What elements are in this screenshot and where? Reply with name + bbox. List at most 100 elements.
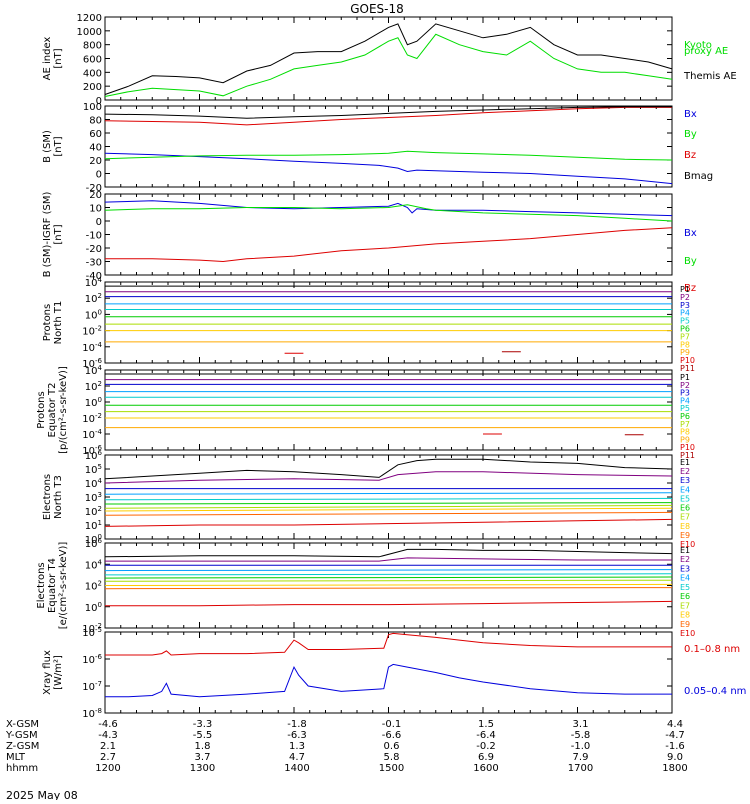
ephemeris-value: 2.1 xyxy=(100,741,116,752)
legend-label: E3 xyxy=(680,564,690,573)
series-line xyxy=(104,204,673,222)
legend-label: E8 xyxy=(680,611,690,620)
date-label: 2025 May 08 xyxy=(6,789,78,800)
legend-label: E6 xyxy=(680,504,690,513)
chart-title: GOES-18 xyxy=(350,2,404,16)
ephemeris-value: 5.8 xyxy=(384,752,400,763)
series-line xyxy=(104,511,673,516)
legend-label: E7 xyxy=(680,513,690,522)
series-line xyxy=(104,587,673,590)
y-tick-label: 104 xyxy=(85,364,103,377)
legend-label: P4 xyxy=(680,309,690,318)
y-tick-label: -20 xyxy=(86,183,102,194)
panel-3: -40 -30 -20 -10 0 10 20 B (SM)-IGRF (SM)[nT] Bx B… xyxy=(42,190,697,294)
ephemeris-value: 1600 xyxy=(473,763,498,774)
series-line xyxy=(104,33,673,97)
ephemeris-value: 6.9 xyxy=(478,752,494,763)
y-axis-label: ProtonsEquator T2[p/(cm²-s-sr-keV)] xyxy=(36,366,69,454)
legend-label: P11 xyxy=(680,364,695,373)
ephemeris-value: -5.8 xyxy=(571,730,591,741)
ephemeris-value: 1.3 xyxy=(289,741,305,752)
y-axis-label: ElectronsEquator T4[e/(cm²-s-sr-keV)] xyxy=(36,542,69,630)
series-line xyxy=(104,471,673,484)
y-tick-label: 105 xyxy=(85,463,102,476)
legend-label: E9 xyxy=(680,620,690,629)
ephemeris-value: 1300 xyxy=(190,763,215,774)
series-line xyxy=(104,573,673,576)
y-tick-label: 100 xyxy=(85,308,102,321)
series-line xyxy=(104,150,673,161)
legend-label: E4 xyxy=(680,485,690,494)
legend-label: E7 xyxy=(680,601,690,610)
ephemeris-value: -6.4 xyxy=(476,730,496,741)
panel-frame xyxy=(104,281,673,364)
y-tick-label: -40 xyxy=(86,271,102,282)
ephemeris-value: 1400 xyxy=(284,763,309,774)
ephemeris-value: -4.7 xyxy=(665,730,685,741)
y-tick-label: 10-2 xyxy=(82,412,102,425)
y-tick-label: 104 xyxy=(85,558,103,571)
panel-8: 10-8 10-7 10-6 10-5 Xray flux[W/m²] 0.1–0.8 n… xyxy=(42,626,746,720)
ephemeris-value: 1700 xyxy=(568,763,593,774)
ephemeris-value: 1.5 xyxy=(478,719,494,730)
legend-label: E2 xyxy=(680,555,690,564)
y-tick-label: 10-8 xyxy=(82,707,102,720)
legend-label: E5 xyxy=(680,494,690,503)
series-line xyxy=(104,492,673,495)
y-tick-label: 10-6 xyxy=(82,444,102,457)
panel-4: 10-6 10-4 10-2 100 102 104 ProtonsNorth T1 P1P2… xyxy=(42,276,695,373)
ephemeris-value: 7.9 xyxy=(573,752,589,763)
ephemeris-table: X-GSM -4.6 -3.3 -1.8 -0.1 1.5 3.1 4.4 Y-GSM -4.3 -… xyxy=(5,719,688,774)
legend-label: P10 xyxy=(680,443,695,452)
series-line xyxy=(104,576,673,579)
legend-label: Themis AE xyxy=(683,71,737,82)
y-tick-label: 100 xyxy=(85,396,102,409)
legend-label: P8 xyxy=(680,428,690,437)
legend-label: Bx xyxy=(684,109,697,120)
y-tick-label: 102 xyxy=(85,292,102,305)
y-tick-label: 10-7 xyxy=(82,680,102,693)
ephemeris-row-label: MLT xyxy=(6,752,26,763)
series-line xyxy=(104,502,673,505)
y-tick-label: 106 xyxy=(85,449,103,462)
ephemeris-value: -0.2 xyxy=(476,741,496,752)
legend-label: P4 xyxy=(680,396,690,405)
series-line xyxy=(104,579,673,582)
series-line xyxy=(104,200,673,217)
y-tick-label: 1000 xyxy=(77,27,102,38)
ephemeris-value: 4.7 xyxy=(289,752,305,763)
y-tick-label: 103 xyxy=(85,491,102,504)
legend-label: Kyoto proxy AE xyxy=(684,40,728,57)
ephemeris-value: 9.0 xyxy=(667,752,683,763)
legend-label: P1 xyxy=(680,285,690,294)
ephemeris-value: -4.6 xyxy=(98,719,118,730)
y-tick-label: 600 xyxy=(83,55,102,66)
series-line xyxy=(105,227,673,263)
series-line xyxy=(104,152,673,185)
y-tick-label: 104 xyxy=(85,477,103,490)
legend-label: By xyxy=(684,129,697,140)
y-axis-label: AE index[nT] xyxy=(42,37,64,81)
ephemeris-row-label: Z-GSM xyxy=(6,741,39,752)
ephemeris-value: 3.7 xyxy=(195,752,211,763)
legend-label: E3 xyxy=(680,476,690,485)
legend-label: 0.1–0.8 nm xyxy=(684,644,740,655)
series-line xyxy=(105,557,672,562)
y-tick-label: 60 xyxy=(89,129,102,140)
series-line xyxy=(104,497,673,501)
series-line xyxy=(104,518,673,527)
y-axis-label: B (SM)-IGRF (SM)[nT] xyxy=(42,192,64,278)
legend-label: Bz xyxy=(684,150,696,161)
ephemeris-value: -4.3 xyxy=(98,730,118,741)
y-tick-label: 10-2 xyxy=(82,325,102,338)
y-tick-label: 400 xyxy=(83,68,102,79)
y-tick-label: 104 xyxy=(85,276,103,289)
legend-label: P9 xyxy=(680,435,690,444)
y-tick-label: 102 xyxy=(85,380,102,393)
ephemeris-value: 1500 xyxy=(379,763,404,774)
y-tick-label: -10 xyxy=(86,231,102,242)
legend-label: 0.05–0.4 nm xyxy=(684,686,746,697)
legend-label: E8 xyxy=(680,522,690,531)
